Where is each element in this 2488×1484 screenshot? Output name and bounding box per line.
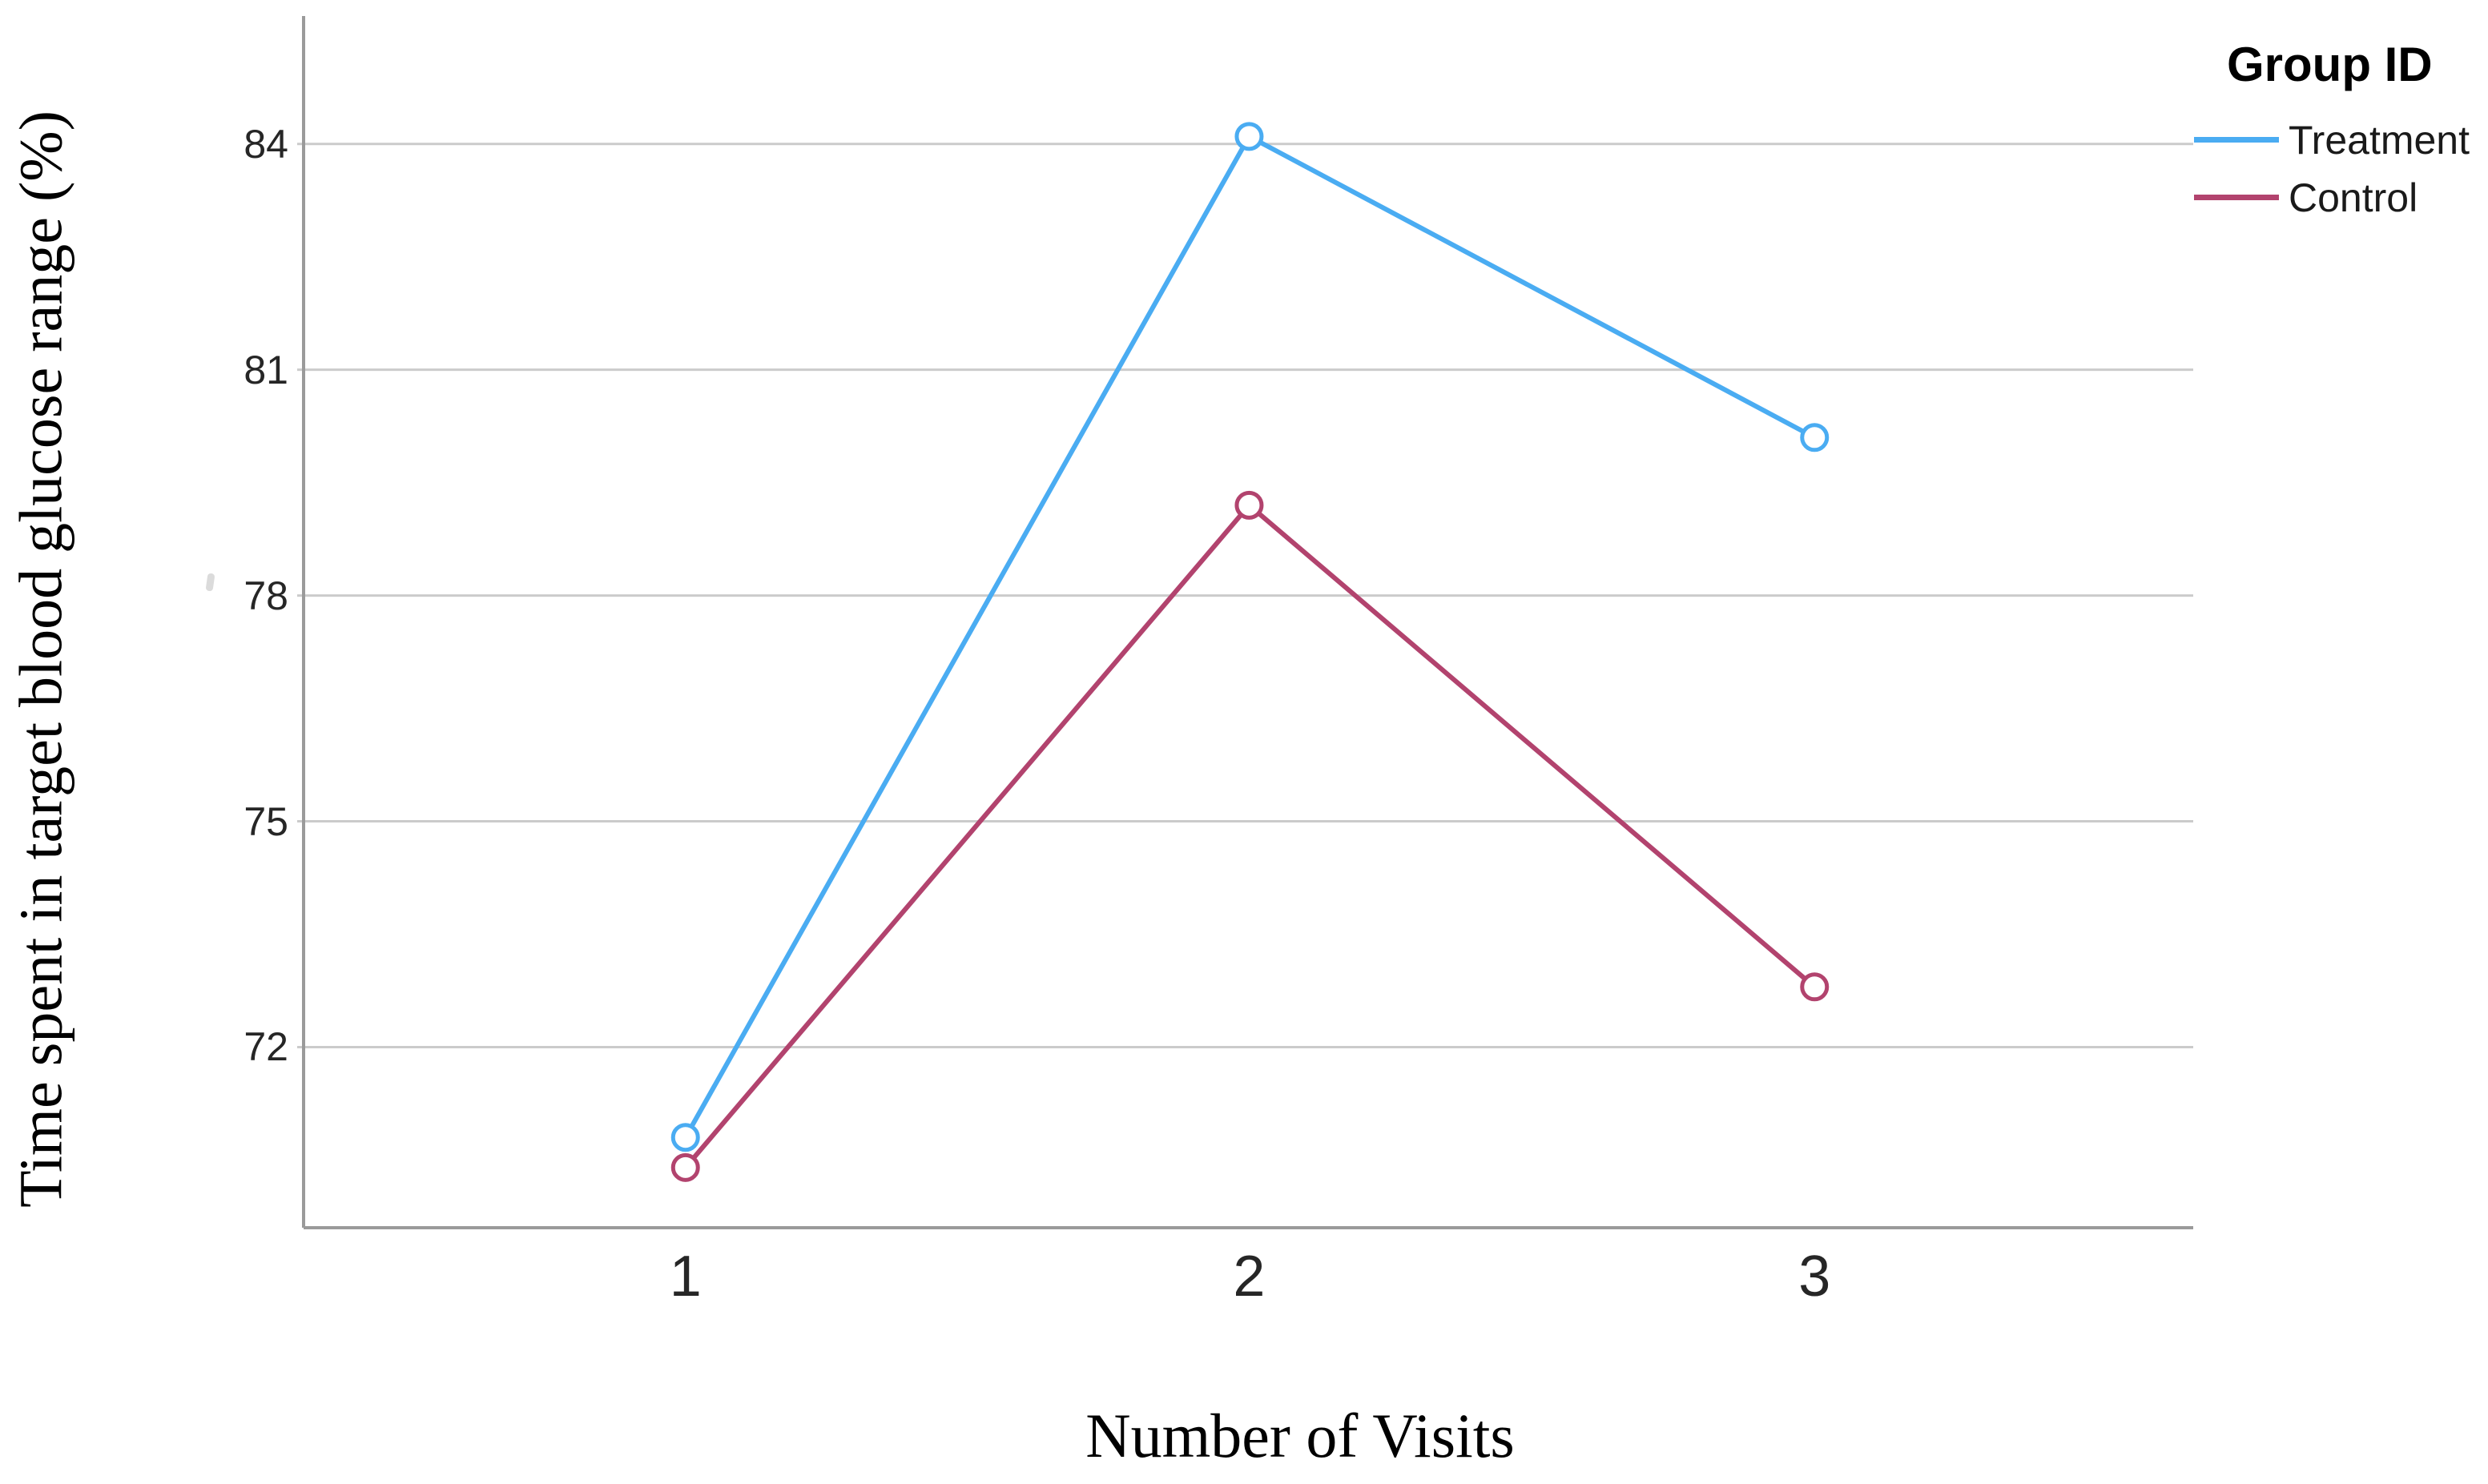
data-point-treatment-3: [1800, 423, 1830, 452]
legend-title: Group ID: [2227, 38, 2433, 91]
legend-label-treatment: Treatment: [2289, 118, 2470, 163]
x-tick-label-1: 1: [669, 1245, 702, 1309]
data-point-control-3: [1800, 972, 1830, 1002]
legend-line-control: [2194, 195, 2279, 200]
data-point-control-1: [670, 1152, 700, 1182]
y-tick-label-78: 78: [244, 573, 288, 618]
data-point-treatment-2: [1234, 122, 1264, 151]
y-tick-label-81: 81: [244, 347, 288, 392]
x-axis-title: Number of Visits: [1085, 1401, 1515, 1470]
y-tick-label-72: 72: [244, 1024, 288, 1070]
data-point-treatment-1: [670, 1123, 700, 1152]
x-tick-label-2: 2: [1233, 1245, 1266, 1309]
series-line-treatment: [682, 134, 1818, 1140]
legend-label-control: Control: [2289, 175, 2418, 220]
y-tick-label-84: 84: [244, 121, 288, 167]
x-tick-label-3: 3: [1798, 1245, 1831, 1309]
y-tick-label-75: 75: [244, 798, 288, 844]
legend-line-treatment: [2194, 137, 2279, 143]
data-point-control-2: [1234, 490, 1264, 520]
